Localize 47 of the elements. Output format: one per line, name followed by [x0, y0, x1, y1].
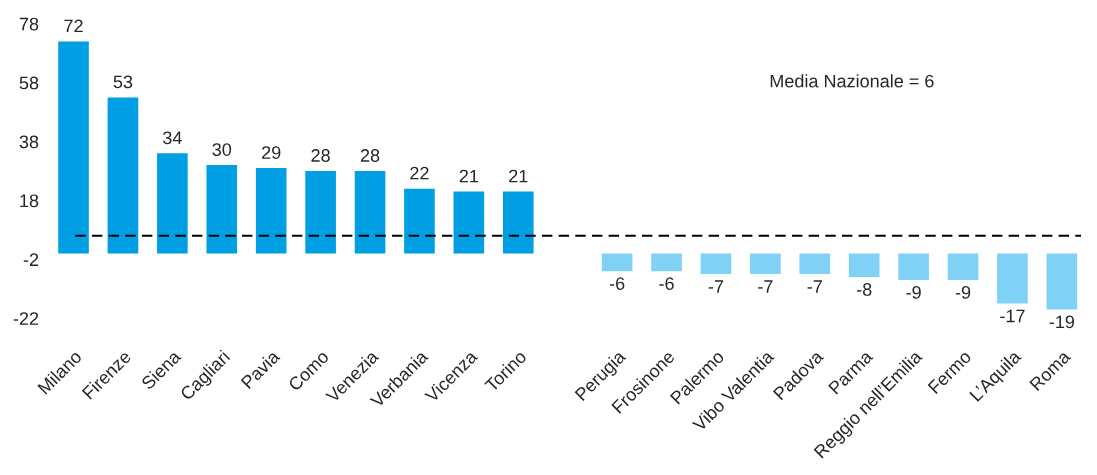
data-label: -9 — [906, 286, 921, 299]
data-label: 21 — [509, 169, 528, 183]
y-tick-label: -2 — [23, 253, 39, 266]
data-label: 28 — [360, 149, 380, 162]
bar — [750, 253, 781, 275]
data-label: 34 — [163, 131, 182, 145]
data-label: 53 — [113, 75, 133, 89]
bar — [453, 191, 485, 254]
data-label: -6 — [659, 277, 674, 290]
bar — [651, 253, 682, 272]
bar — [255, 168, 287, 254]
data-label: 22 — [410, 166, 429, 180]
y-tick-label: 38 — [19, 135, 39, 149]
bar — [404, 188, 435, 254]
data-label: 28 — [311, 149, 330, 162]
y-tick-label: -22 — [13, 312, 39, 325]
bar — [354, 171, 386, 254]
bar — [799, 253, 831, 275]
bar — [305, 171, 336, 254]
bar — [898, 253, 929, 280]
y-tick-label: 58 — [19, 76, 39, 90]
data-label: -9 — [955, 286, 971, 299]
bar — [107, 97, 139, 254]
data-label: -7 — [758, 280, 773, 293]
data-label: 30 — [212, 143, 232, 156]
data-label: -7 — [708, 280, 724, 293]
data-label: -6 — [609, 277, 625, 290]
y-tick-label: 78 — [19, 17, 39, 31]
data-label: 21 — [459, 169, 479, 183]
bar — [700, 253, 732, 275]
bar — [58, 41, 89, 254]
data-label: -17 — [1000, 309, 1025, 323]
data-label: -8 — [856, 283, 872, 296]
bar — [848, 253, 880, 278]
bar — [502, 191, 534, 254]
bar — [1046, 253, 1078, 310]
data-label: 72 — [64, 19, 83, 33]
bar — [601, 253, 633, 272]
y-tick-label: 18 — [20, 194, 39, 208]
bar — [997, 253, 1028, 304]
data-label: -7 — [807, 280, 822, 293]
ref-line-label: Media Nazionale = 6 — [770, 74, 934, 88]
bar — [947, 253, 979, 280]
bar — [157, 153, 188, 254]
bar — [206, 165, 238, 254]
data-label: -19 — [1049, 315, 1075, 329]
data-label: 29 — [262, 146, 281, 159]
